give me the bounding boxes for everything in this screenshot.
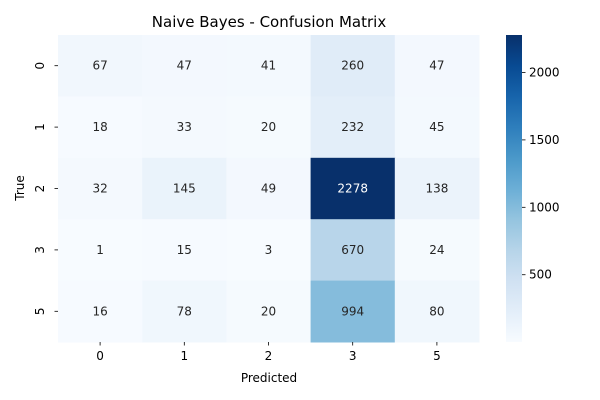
heatmap-cell bbox=[58, 35, 143, 97]
heatmap-cell bbox=[394, 35, 480, 97]
colorbar-tick-label: 1500 bbox=[529, 133, 560, 147]
heatmap-cell bbox=[310, 280, 396, 343]
cell-value-label: 145 bbox=[173, 182, 196, 196]
y-tick-label: 5 bbox=[33, 307, 47, 315]
heatmap-cell bbox=[58, 96, 143, 159]
x-axis: 0 1 2 3 5 bbox=[96, 342, 441, 363]
cell-value-label: 260 bbox=[341, 59, 364, 73]
heatmap-cell bbox=[142, 280, 227, 343]
x-tick-label: 3 bbox=[349, 349, 357, 363]
x-tick-label: 2 bbox=[265, 349, 273, 363]
cell-value-label: 41 bbox=[261, 59, 276, 73]
y-axis: 0 1 2 3 5 bbox=[33, 62, 58, 315]
chart-title: Naive Bayes - Confusion Matrix bbox=[152, 13, 387, 31]
cell-value-label: 20 bbox=[261, 304, 276, 318]
cell-value-label: 15 bbox=[177, 243, 192, 257]
cell-value-label: 80 bbox=[429, 304, 444, 318]
x-tick-label: 1 bbox=[180, 349, 188, 363]
cell-value-label: 20 bbox=[261, 120, 276, 134]
cell-value-label: 78 bbox=[177, 304, 192, 318]
cell-value-label: 49 bbox=[261, 182, 276, 196]
x-axis-label: Predicted bbox=[241, 371, 297, 385]
cell-value-label: 232 bbox=[341, 120, 364, 134]
heatmap-cells: 67 47 41 260 47 18 33 20 232 45 32 145 49 2278 138 1 15 3… bbox=[58, 35, 480, 343]
cell-value-label: 24 bbox=[429, 243, 444, 257]
heatmap-cell bbox=[310, 35, 396, 97]
cell-value-label: 3 bbox=[265, 243, 273, 257]
y-tick-label: 1 bbox=[33, 123, 47, 131]
heatmap-cell bbox=[142, 96, 227, 159]
heatmap-cell bbox=[226, 219, 312, 282]
x-tick-label: 0 bbox=[96, 349, 104, 363]
y-tick-label: 2 bbox=[33, 185, 47, 193]
heatmap-cell bbox=[226, 157, 312, 220]
cell-value-label: 138 bbox=[425, 182, 448, 196]
cell-value-label: 47 bbox=[429, 59, 444, 73]
heatmap-cell bbox=[310, 219, 396, 282]
heatmap-cell bbox=[394, 280, 480, 343]
colorbar-axis: 500 1000 1500 2000 bbox=[522, 65, 560, 282]
cell-value-label: 16 bbox=[92, 304, 107, 318]
heatmap-cell bbox=[58, 280, 143, 343]
cell-value-label: 18 bbox=[92, 120, 107, 134]
heatmap-cell bbox=[310, 96, 396, 159]
heatmap-cell bbox=[58, 219, 143, 282]
cell-value-label: 1 bbox=[96, 243, 104, 257]
cell-value-label: 994 bbox=[341, 304, 364, 318]
y-tick-label: 3 bbox=[33, 246, 47, 254]
colorbar-tick-label: 1000 bbox=[529, 200, 560, 214]
colorbar-tick-label: 2000 bbox=[529, 65, 560, 79]
cell-value-label: 47 bbox=[177, 59, 192, 73]
cell-value-label: 2278 bbox=[337, 182, 368, 196]
heatmap-cell bbox=[142, 157, 227, 220]
colorbar-tick-label: 500 bbox=[529, 268, 552, 282]
cell-value-label: 67 bbox=[92, 59, 107, 73]
colorbar bbox=[506, 35, 522, 342]
heatmap-cell bbox=[394, 219, 480, 282]
heatmap-cell bbox=[394, 96, 480, 159]
heatmap-cell bbox=[226, 280, 312, 343]
heatmap-cell bbox=[142, 219, 227, 282]
y-axis-label: True bbox=[13, 175, 27, 202]
heatmap-cell bbox=[226, 96, 312, 159]
y-tick-label: 0 bbox=[33, 62, 47, 70]
cell-value-label: 33 bbox=[177, 120, 192, 134]
x-tick-label: 5 bbox=[433, 349, 441, 363]
heatmap-cell bbox=[226, 35, 312, 97]
heatmap-cell bbox=[58, 157, 143, 220]
heatmap-cell bbox=[142, 35, 227, 97]
cell-value-label: 45 bbox=[429, 120, 444, 134]
cell-value-label: 670 bbox=[341, 243, 364, 257]
heatmap-cell bbox=[310, 157, 396, 220]
heatmap-cell bbox=[394, 157, 480, 220]
cell-value-label: 32 bbox=[92, 182, 107, 196]
